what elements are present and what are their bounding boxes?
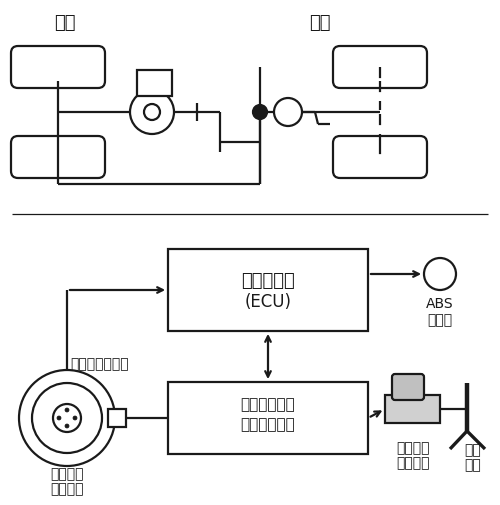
Text: 后轮: 后轮 (309, 14, 331, 32)
FancyBboxPatch shape (333, 137, 427, 179)
Circle shape (32, 383, 102, 453)
Text: 压力调节器）: 压力调节器） (240, 417, 296, 432)
Circle shape (53, 404, 81, 432)
Text: （主缸）: （主缸） (396, 455, 430, 469)
Circle shape (130, 91, 174, 135)
Text: 警示灯: 警示灯 (428, 313, 452, 326)
FancyBboxPatch shape (11, 47, 105, 89)
Bar (385, 395, 440, 423)
Bar (137, 71, 172, 97)
Text: (ECU): (ECU) (244, 292, 292, 311)
Text: 电子控制器: 电子控制器 (241, 272, 295, 289)
Text: ABS: ABS (426, 296, 454, 311)
Circle shape (144, 105, 160, 121)
Circle shape (73, 416, 77, 420)
Text: 制动总泵: 制动总泵 (396, 440, 430, 454)
Text: 制动分泵: 制动分泵 (50, 466, 84, 480)
Text: 前轮: 前轮 (54, 14, 76, 32)
Circle shape (424, 259, 456, 290)
Text: 车轮转速传感器: 车轮转速传感器 (70, 357, 130, 370)
Bar (108, 409, 126, 427)
Text: 制动: 制动 (464, 442, 481, 456)
Bar (168, 382, 368, 454)
Text: 执行器（制动: 执行器（制动 (240, 397, 296, 412)
Circle shape (253, 106, 267, 120)
Circle shape (65, 424, 69, 428)
Circle shape (65, 408, 69, 412)
Circle shape (57, 416, 61, 420)
Bar (168, 249, 368, 331)
Text: 踏板: 踏板 (464, 457, 481, 471)
FancyBboxPatch shape (11, 137, 105, 179)
FancyBboxPatch shape (392, 374, 424, 400)
FancyBboxPatch shape (333, 47, 427, 89)
Circle shape (19, 370, 115, 466)
Circle shape (274, 99, 302, 127)
Text: （轮缸）: （轮缸） (50, 481, 84, 495)
